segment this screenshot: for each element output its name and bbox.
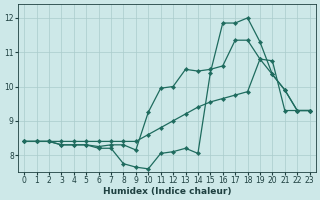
X-axis label: Humidex (Indice chaleur): Humidex (Indice chaleur) <box>103 187 231 196</box>
